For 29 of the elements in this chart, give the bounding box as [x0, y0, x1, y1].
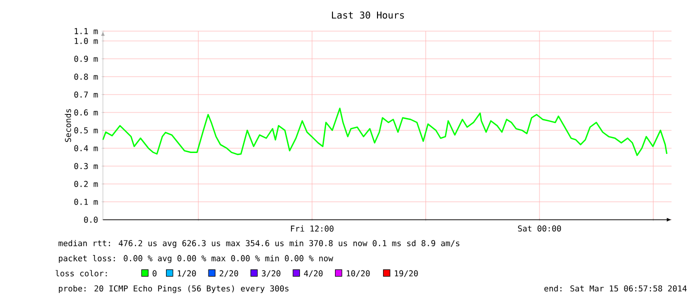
y-tick-label: 0.4 m [74, 145, 98, 152]
legend-label: 19/20 [394, 270, 418, 278]
y-tick-label: 0.1 m [74, 198, 98, 206]
legend-label: 0 [152, 270, 156, 277]
y-tick-label: 0.9 m [74, 56, 98, 62]
legend-title: loss color: [56, 270, 107, 277]
legend-label: 3/20 [262, 270, 280, 278]
legend-label: 1/20 [178, 270, 196, 278]
y-tick-label: 0.7 m [74, 92, 98, 98]
text: probe: 20 ICMP Echo Pings (56 Bytes) every 300s [58, 285, 288, 294]
y-tick-label: 1.0 m [74, 38, 98, 44]
y-tick-label: 0.0 [84, 216, 98, 223]
text: packet loss: 0.00 % avg 0.00 % max 0.00 % min 0.00 % now [58, 255, 334, 264]
y-tick-label: 0.5 m [74, 127, 98, 134]
legend-label: 2/20 [220, 270, 238, 278]
y-axis-title: Seconds [64, 109, 72, 142]
y-tick-label: 0.8 m [74, 74, 98, 80]
legend-label: 4/20 [304, 270, 323, 278]
y-tick-label: 0.3 m [74, 163, 98, 170]
y-tick-label: 1.1 m [74, 28, 98, 34]
x-tick-label: Fri 12:00 [290, 226, 334, 232]
line-series [102, 108, 668, 156]
y-tick-label: 0.6 m [74, 110, 98, 116]
text: end: Sat Mar 15 06:57:58 2014 [544, 285, 687, 292]
legend-label: 10/20 [346, 270, 370, 278]
chart-title: Last 30 Hours [332, 12, 404, 19]
text: median rtt: 476.2 us avg 626.3 us max 354.6 us min 370.8 us now 0.1 ms sd 8.9 am/s [58, 240, 460, 248]
x-tick-label: Sat 00:00 [518, 226, 561, 232]
y-tick-label: 0.2 m [74, 181, 98, 188]
